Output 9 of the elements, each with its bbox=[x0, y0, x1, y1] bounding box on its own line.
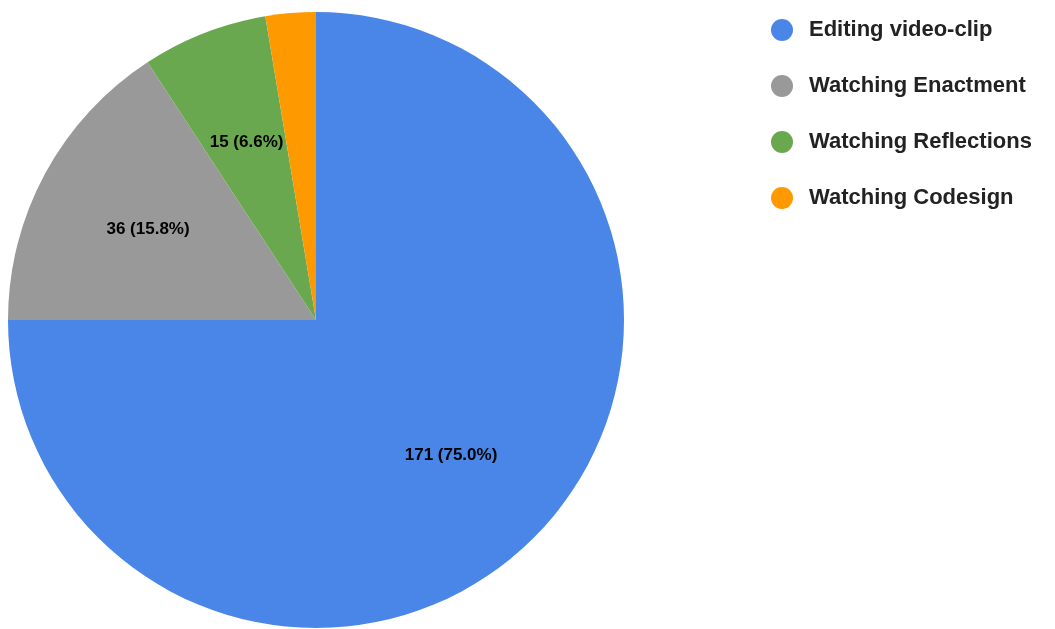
pie-slice bbox=[8, 12, 624, 628]
data-label: 15 (6.6%) bbox=[209, 131, 284, 151]
data-label: 36 (15.8%) bbox=[106, 218, 190, 238]
legend-label: Watching Codesign bbox=[809, 183, 1014, 209]
legend-label: Watching Reflections bbox=[809, 127, 1032, 153]
legend-label: Watching Enactment bbox=[809, 71, 1027, 97]
data-label: 171 (75.0%) bbox=[404, 444, 498, 464]
legend-label: Editing video-clip bbox=[809, 15, 993, 41]
pie-slice bbox=[8, 62, 316, 320]
